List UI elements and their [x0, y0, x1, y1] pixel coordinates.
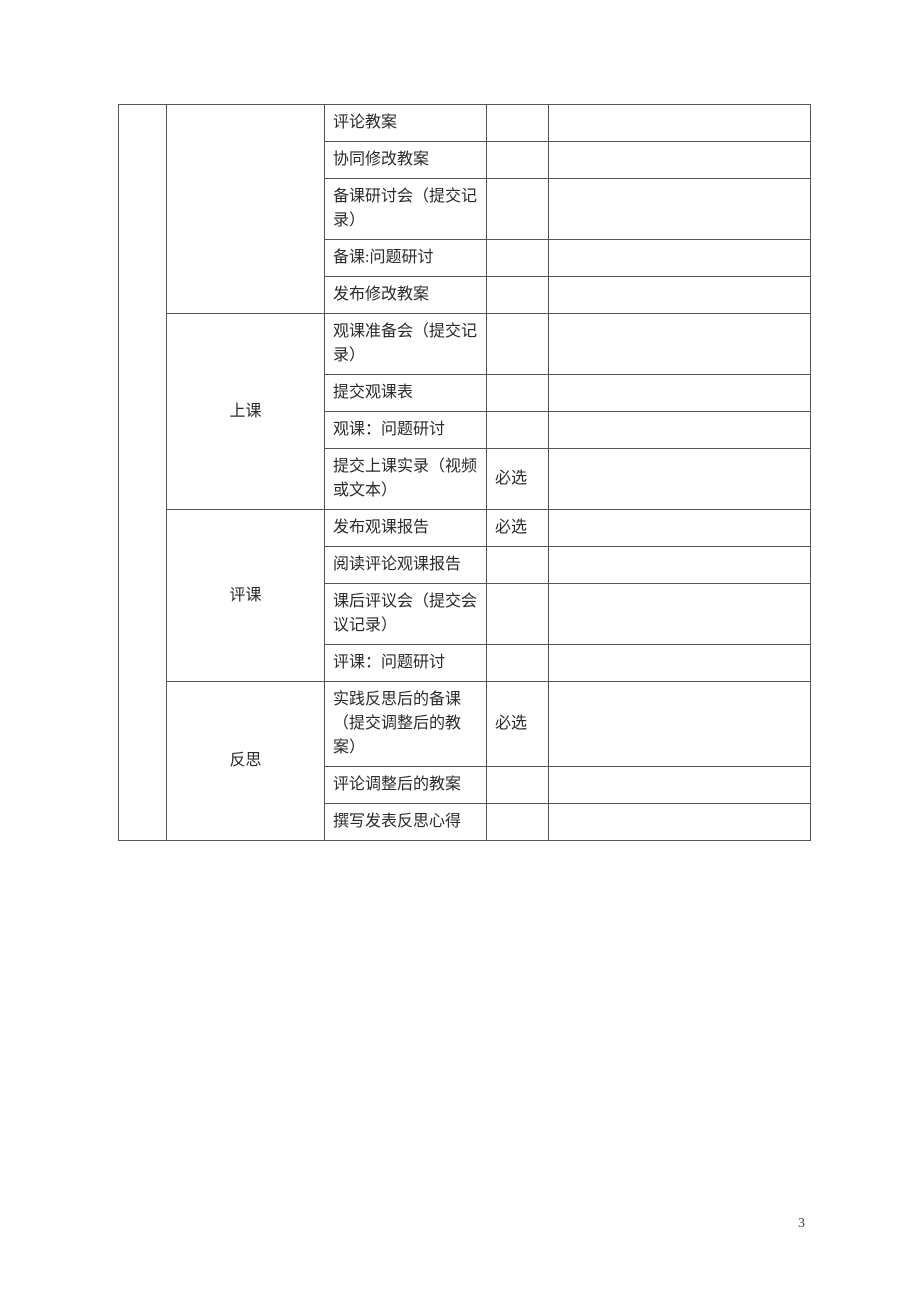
- table-row: 反思 实践反思后的备课（提交调整后的教案） 必选: [119, 682, 811, 767]
- group-label-cell: 上课: [167, 314, 325, 510]
- required-cell: [487, 179, 549, 240]
- activity-cell: 提交观课表: [325, 375, 487, 412]
- note-cell: [549, 375, 811, 412]
- required-cell: 必选: [487, 682, 549, 767]
- table-body: 评论教案 协同修改教案 备课研讨会（提交记录） 备课:问题研讨 发布修改教案: [119, 105, 811, 841]
- activity-cell: 评论调整后的教案: [325, 767, 487, 804]
- required-cell: [487, 412, 549, 449]
- note-cell: [549, 240, 811, 277]
- note-cell: [549, 510, 811, 547]
- note-cell: [549, 314, 811, 375]
- note-cell: [549, 645, 811, 682]
- activity-cell: 备课:问题研讨: [325, 240, 487, 277]
- required-cell: 必选: [487, 449, 549, 510]
- required-cell: [487, 240, 549, 277]
- page-number: 3: [798, 1216, 805, 1232]
- note-cell: [549, 449, 811, 510]
- table-row: 上课 观课准备会（提交记录）: [119, 314, 811, 375]
- activity-cell: 备课研讨会（提交记录）: [325, 179, 487, 240]
- activity-cell: 评论教案: [325, 105, 487, 142]
- required-cell: [487, 375, 549, 412]
- required-cell: 必选: [487, 510, 549, 547]
- activity-cell: 协同修改教案: [325, 142, 487, 179]
- note-cell: [549, 584, 811, 645]
- required-cell: [487, 142, 549, 179]
- activity-cell: 观课准备会（提交记录）: [325, 314, 487, 375]
- note-cell: [549, 804, 811, 841]
- group-label-cell: [167, 105, 325, 314]
- table-row: 评论教案: [119, 105, 811, 142]
- document-table-container: 评论教案 协同修改教案 备课研讨会（提交记录） 备课:问题研讨 发布修改教案: [118, 104, 810, 841]
- required-cell: [487, 314, 549, 375]
- activity-cell: 实践反思后的备课（提交调整后的教案）: [325, 682, 487, 767]
- required-cell: [487, 767, 549, 804]
- note-cell: [549, 767, 811, 804]
- table-row: 评课 发布观课报告 必选: [119, 510, 811, 547]
- required-cell: [487, 584, 549, 645]
- note-cell: [549, 412, 811, 449]
- activity-table: 评论教案 协同修改教案 备课研讨会（提交记录） 备课:问题研讨 发布修改教案: [118, 104, 811, 841]
- group-label-cell: 反思: [167, 682, 325, 841]
- note-cell: [549, 547, 811, 584]
- required-cell: [487, 645, 549, 682]
- required-cell: [487, 277, 549, 314]
- activity-cell: 评课：问题研讨: [325, 645, 487, 682]
- note-cell: [549, 277, 811, 314]
- activity-cell: 撰写发表反思心得: [325, 804, 487, 841]
- note-cell: [549, 105, 811, 142]
- col1-cell: [119, 105, 167, 841]
- note-cell: [549, 179, 811, 240]
- required-cell: [487, 105, 549, 142]
- required-cell: [487, 804, 549, 841]
- activity-cell: 课后评议会（提交会议记录）: [325, 584, 487, 645]
- activity-cell: 阅读评论观课报告: [325, 547, 487, 584]
- required-cell: [487, 547, 549, 584]
- activity-cell: 提交上课实录（视频或文本）: [325, 449, 487, 510]
- note-cell: [549, 682, 811, 767]
- note-cell: [549, 142, 811, 179]
- group-label-cell: 评课: [167, 510, 325, 682]
- activity-cell: 观课：问题研讨: [325, 412, 487, 449]
- activity-cell: 发布观课报告: [325, 510, 487, 547]
- activity-cell: 发布修改教案: [325, 277, 487, 314]
